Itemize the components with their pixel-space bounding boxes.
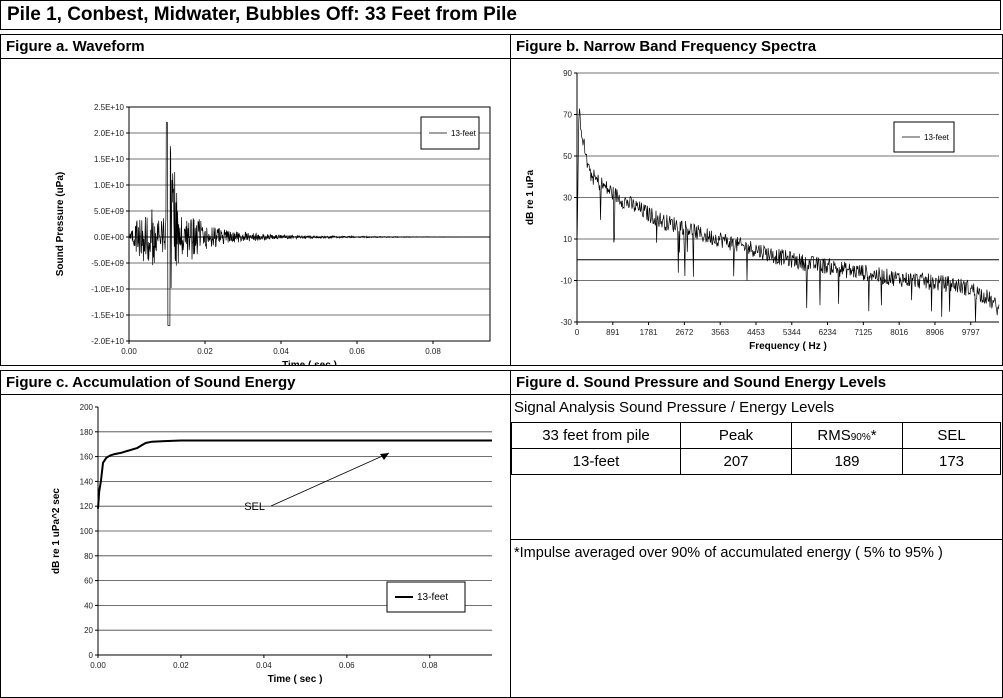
- levels-table-area: Signal Analysis Sound Pressure / Energy …: [511, 395, 1002, 697]
- sel-annotation-label: SEL: [244, 501, 265, 513]
- x-axis-label: Frequency ( Hz ): [749, 341, 827, 352]
- x-tick-label: 0.00: [121, 347, 137, 356]
- table-cell: 173: [902, 448, 1001, 475]
- y-tick-label: -30: [560, 318, 572, 327]
- y-tick-label: 180: [80, 428, 94, 437]
- x-tick-label: 0.08: [422, 661, 438, 670]
- legend-label: 13-feet: [924, 133, 950, 142]
- x-tick-label: 0.00: [90, 661, 106, 670]
- x-tick-label: 4453: [747, 328, 765, 337]
- x-tick-label: 2672: [675, 328, 693, 337]
- y-axis-label: dB re 1 uPa: [525, 170, 536, 225]
- table-header-cell: Peak: [680, 422, 792, 449]
- annotation-arrow-line: [270, 452, 390, 507]
- y-tick-label: 200: [80, 403, 94, 412]
- x-tick-label: 6234: [819, 328, 837, 337]
- y-tick-label: -1.5E+10: [91, 311, 124, 320]
- waveform-line: [128, 122, 490, 326]
- table-cell: 207: [680, 448, 792, 475]
- x-tick-label: 1781: [640, 328, 658, 337]
- y-tick-label: 140: [80, 477, 94, 486]
- table-cell: 13-feet: [511, 448, 681, 475]
- table-header-row: 33 feet from pile Peak RMS90%* SEL: [511, 422, 1001, 449]
- x-tick-label: 5344: [783, 328, 801, 337]
- waveform-chart: 2.5E+10 2.0E+10 1.5E+10 1.0E+10 5.0E+09 0.0E+…: [55, 103, 491, 365]
- figure-c-title: Figure c. Accumulation of Sound Energy: [1, 371, 510, 395]
- x-axis-label: Time ( sec ): [268, 674, 323, 685]
- figure-c-panel: Figure c. Accumulation of Sound Energy 2…: [0, 370, 511, 698]
- annotation-arrowhead: [380, 453, 389, 460]
- x-tick-label: 9797: [962, 328, 980, 337]
- y-tick-label: 60: [84, 577, 93, 586]
- y-tick-label: 100: [80, 527, 94, 536]
- table-header-cell: 33 feet from pile: [511, 422, 681, 449]
- y-tick-label: 90: [563, 69, 572, 78]
- table-header-cell: SEL: [902, 422, 1001, 449]
- y-axis-label: dB re 1 uPa^2 sec: [51, 488, 62, 574]
- y-tick-label: 0.0E+00: [94, 233, 125, 242]
- y-tick-label: 120: [80, 502, 94, 511]
- figure-a-title: Figure a. Waveform: [1, 35, 510, 59]
- y-tick-label: 80: [84, 552, 93, 561]
- page-title: Pile 1, Conbest, Midwater, Bubbles Off: …: [0, 0, 1001, 30]
- rms-label: RMS90%*: [817, 427, 877, 444]
- x-tick-label: 7125: [854, 328, 872, 337]
- x-tick-label: 0.04: [256, 661, 272, 670]
- x-axis-label: Time ( sec ): [282, 360, 337, 365]
- legend-label: 13-feet: [451, 129, 477, 138]
- table-row: 13-feet 207 189 173: [511, 448, 1001, 475]
- y-tick-label: -2.0E+10: [91, 337, 124, 346]
- y-tick-label: 160: [80, 453, 94, 462]
- y-tick-label: 2.0E+10: [94, 129, 125, 138]
- y-tick-label: 10: [563, 235, 572, 244]
- y-tick-label: 0: [89, 651, 94, 660]
- x-tick-label: 891: [606, 328, 620, 337]
- y-tick-label: 20: [84, 626, 93, 635]
- x-tick-label: 0.02: [197, 347, 213, 356]
- spectra-chart: 90 70 50 30 10 -10 -300 891 1781 2672 3563 4453 5344…: [525, 69, 1000, 352]
- y-tick-label: 1.5E+10: [94, 155, 125, 164]
- divider: [511, 539, 1002, 540]
- y-tick-label: 30: [563, 194, 572, 203]
- x-tick-label: 0.02: [173, 661, 189, 670]
- levels-table: 33 feet from pile Peak RMS90%* SEL 13-fe…: [511, 422, 1001, 475]
- spectrum-line: [576, 108, 1000, 323]
- x-tick-label: 0.06: [339, 661, 355, 670]
- figure-d-title: Figure d. Sound Pressure and Sound Energ…: [511, 371, 1002, 395]
- x-tick-label: 8906: [926, 328, 944, 337]
- table-cell: 189: [791, 448, 903, 475]
- y-tick-label: -1.0E+10: [91, 285, 124, 294]
- footnote: *Impulse averaged over 90% of accumulate…: [514, 545, 943, 561]
- x-tick-label: 0.06: [349, 347, 365, 356]
- y-tick-label: 70: [563, 111, 572, 120]
- figure-a-panel: Figure a. Waveform 2.5E+10 2.0E+10 1.5E+10…: [0, 34, 511, 366]
- y-tick-label: -10: [560, 277, 572, 286]
- y-tick-label: 1.0E+10: [94, 181, 125, 190]
- levels-table-heading: Signal Analysis Sound Pressure / Energy …: [514, 399, 835, 416]
- legend-label: 13-feet: [417, 592, 448, 603]
- x-tick-label: 8016: [890, 328, 908, 337]
- x-tick-label: 0.08: [425, 347, 441, 356]
- y-tick-label: 50: [563, 152, 572, 161]
- x-tick-label: 0.04: [273, 347, 289, 356]
- x-tick-label: 3563: [711, 328, 729, 337]
- figure-d-panel: Figure d. Sound Pressure and Sound Energ…: [510, 370, 1003, 698]
- sel-accumulation-line: [97, 439, 492, 509]
- y-tick-label: 5.0E+09: [94, 207, 125, 216]
- figure-b-title: Figure b. Narrow Band Frequency Spectra: [511, 35, 1002, 59]
- y-axis-label: Sound Pressure (uPa): [55, 172, 66, 276]
- y-tick-label: 40: [84, 601, 93, 610]
- figure-b-panel: Figure b. Narrow Band Frequency Spectra …: [510, 34, 1003, 366]
- table-header-cell: RMS90%*: [791, 422, 903, 449]
- rms-subscript: 90%: [850, 432, 871, 443]
- y-tick-label: -5.0E+09: [91, 259, 124, 268]
- y-tick-label: 2.5E+10: [94, 103, 125, 112]
- x-tick-label: 0: [575, 328, 580, 337]
